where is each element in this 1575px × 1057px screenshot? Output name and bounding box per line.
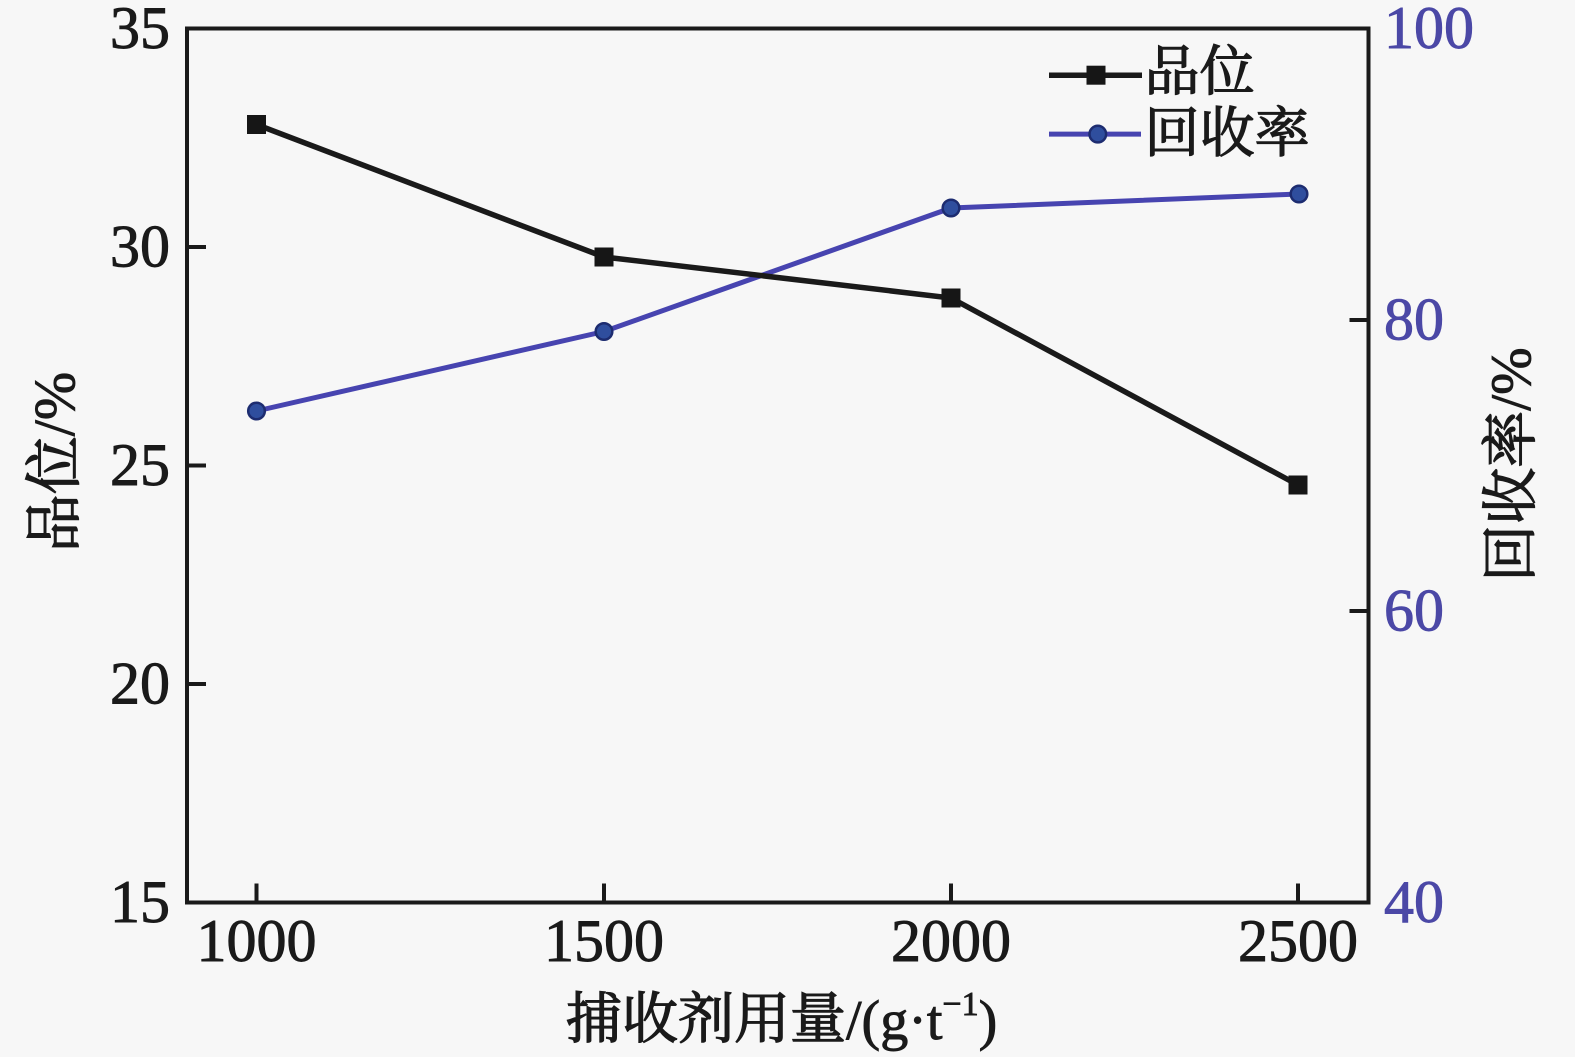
svg-text:1500: 1500 [544,908,664,974]
svg-text:30: 30 [110,214,170,280]
svg-text:15: 15 [110,869,170,935]
svg-text:100: 100 [1384,0,1474,61]
svg-text:80: 80 [1384,287,1444,353]
svg-text:60: 60 [1384,578,1444,644]
svg-text:2500: 2500 [1238,908,1358,974]
svg-text:/%: /% [1480,347,1543,410]
svg-text:1000: 1000 [197,908,317,974]
svg-text:25: 25 [110,432,170,498]
svg-text:20: 20 [110,651,170,717]
svg-text:35: 35 [110,0,170,61]
svg-text:40: 40 [1384,869,1444,935]
svg-text:2000: 2000 [891,908,1011,974]
svg-text:/%: /% [22,372,87,436]
